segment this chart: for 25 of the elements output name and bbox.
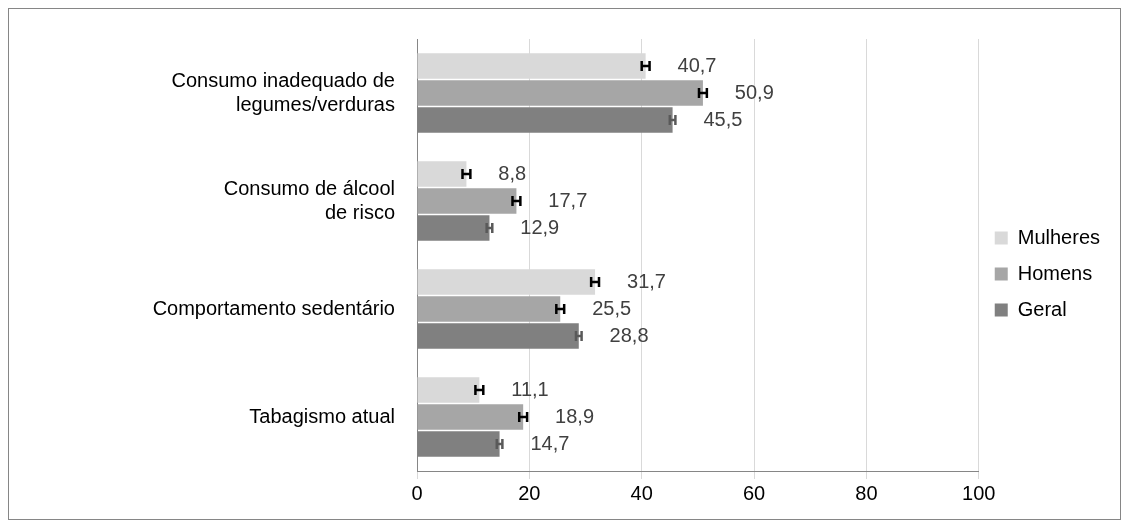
y-tick-label: Comportamento sedentário — [152, 296, 395, 319]
data-label: 12,9 — [520, 215, 560, 238]
data-label: 11,1 — [511, 377, 549, 400]
x-tick-label: 20 — [518, 481, 541, 504]
legend-label: Mulheres — [1017, 225, 1101, 248]
data-label: 25,5 — [592, 296, 632, 319]
data-label: 18,9 — [555, 404, 595, 427]
data-label: 17,7 — [548, 188, 588, 211]
x-tick-label: 0 — [411, 481, 423, 504]
data-label: 31,7 — [627, 269, 666, 292]
y-tick-label: Consumo inadequado de legumes/verduras — [171, 68, 395, 115]
data-label: 45,5 — [703, 107, 743, 130]
x-tick-label: 100 — [962, 481, 996, 504]
x-tick-label: 60 — [742, 481, 766, 504]
data-label: 28,8 — [609, 323, 649, 346]
y-tick-label: Consumo de álcool de risco — [223, 176, 395, 223]
y-tick-label: Tabagismo atual — [249, 404, 395, 427]
data-label: 8,8 — [498, 161, 527, 184]
legend-label: Homens — [1017, 261, 1093, 284]
x-tick-label: 40 — [630, 481, 653, 504]
data-label: 40,7 — [677, 53, 717, 76]
legend-label: Geral — [1017, 297, 1067, 320]
x-tick-label: 80 — [855, 481, 878, 504]
data-label: 50,9 — [734, 80, 774, 103]
data-label: 14,7 — [530, 431, 570, 454]
